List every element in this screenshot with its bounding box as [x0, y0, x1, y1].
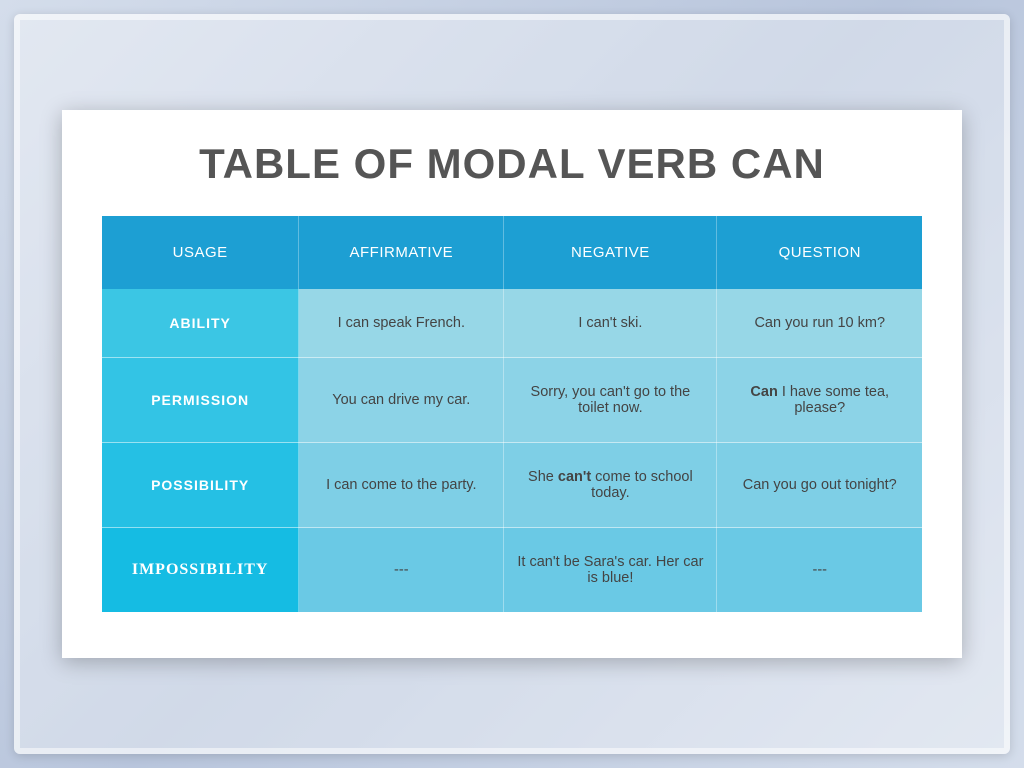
table-row: PERMISSION You can drive my car. Sorry, … [102, 358, 922, 443]
col-usage: USAGE [102, 216, 299, 289]
cell-impossibility-affirmative: --- [299, 528, 504, 613]
cell-possibility-negative: She can't come to school today. [504, 443, 717, 528]
text-tail: I have some tea, please? [778, 384, 889, 416]
col-affirmative: AFFIRMATIVE [299, 216, 504, 289]
col-question: QUESTION [717, 216, 922, 289]
table-row: IMPOSSIBILITY --- It can't be Sara's car… [102, 528, 922, 613]
row-label-permission: PERMISSION [102, 358, 299, 443]
row-label-possibility: POSSIBILITY [102, 443, 299, 528]
cell-ability-affirmative: I can speak French. [299, 289, 504, 358]
page-title: TABLE OF MODAL VERB CAN [102, 140, 922, 188]
cell-permission-affirmative: You can drive my car. [299, 358, 504, 443]
modal-verb-table: USAGE AFFIRMATIVE NEGATIVE QUESTION ABIL… [102, 216, 922, 612]
row-label-impossibility: IMPOSSIBILITY [102, 528, 299, 613]
cell-possibility-affirmative: I can come to the party. [299, 443, 504, 528]
cell-impossibility-negative: It can't be Sara's car. Her car is blue! [504, 528, 717, 613]
bold-cant: can't [558, 469, 591, 485]
table-header-row: USAGE AFFIRMATIVE NEGATIVE QUESTION [102, 216, 922, 289]
cell-permission-negative: Sorry, you can't go to the toilet now. [504, 358, 717, 443]
cell-impossibility-question: --- [717, 528, 922, 613]
cell-possibility-question: Can you go out tonight? [717, 443, 922, 528]
table-row: ABILITY I can speak French. I can't ski.… [102, 289, 922, 358]
col-negative: NEGATIVE [504, 216, 717, 289]
cell-permission-question: Can I have some tea, please? [717, 358, 922, 443]
row-label-ability: ABILITY [102, 289, 299, 358]
cell-ability-negative: I can't ski. [504, 289, 717, 358]
text-tail: come to school today. [591, 469, 693, 501]
cell-ability-question: Can you run 10 km? [717, 289, 922, 358]
bold-can: Can [750, 384, 777, 400]
text-prefix: She [528, 469, 558, 485]
slide-container: TABLE OF MODAL VERB CAN USAGE AFFIRMATIV… [62, 110, 962, 658]
table-row: POSSIBILITY I can come to the party. She… [102, 443, 922, 528]
